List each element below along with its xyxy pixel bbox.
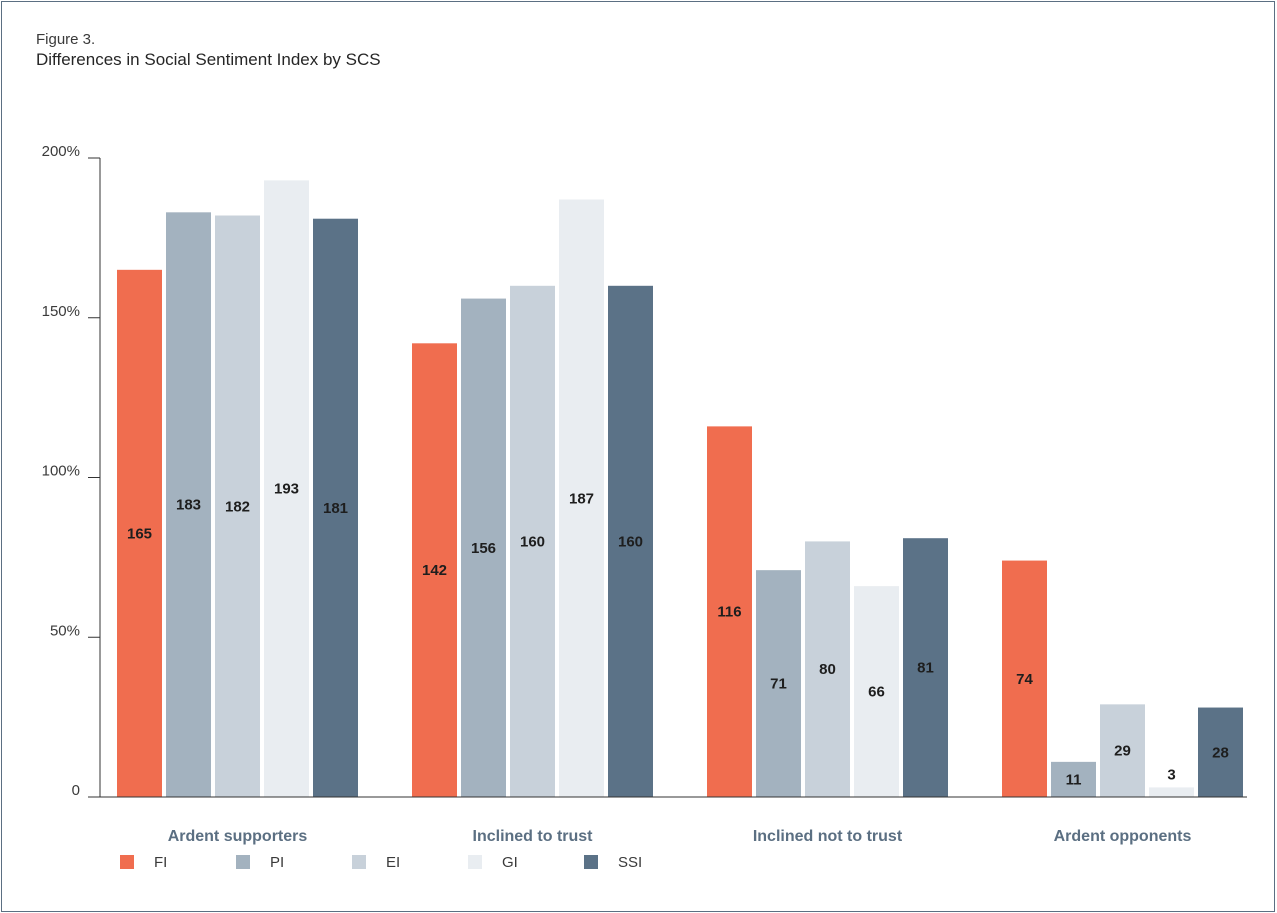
legend-item-pi: PI <box>236 854 352 871</box>
chart-legend: FI PI EI GI SSI <box>120 851 700 873</box>
legend-swatch <box>468 855 482 869</box>
bar-ssi <box>608 285 653 797</box>
bar-fi <box>707 426 752 797</box>
legend-item-ssi: SSI <box>584 854 700 871</box>
data-label: 28 <box>1212 744 1229 761</box>
data-label: 142 <box>422 562 447 579</box>
y-tick-label: 0 <box>72 782 80 799</box>
legend-label: SSI <box>618 853 643 871</box>
legend-item-fi: FI <box>120 854 236 871</box>
data-label: 160 <box>520 533 545 550</box>
x-category-label: Ardent opponents <box>1054 828 1192 845</box>
legend-label: FI <box>154 853 168 871</box>
data-label: 183 <box>176 497 201 514</box>
y-tick-label: 50% <box>50 622 80 639</box>
bar-gi <box>1149 787 1194 797</box>
data-label: 156 <box>471 540 496 557</box>
data-label: 74 <box>1016 671 1033 688</box>
bar-ssi <box>1198 707 1243 797</box>
figure-label: Figure 3. <box>36 31 96 48</box>
bar-fi <box>117 269 162 797</box>
bar-pi <box>461 298 506 797</box>
bar-fi <box>1002 560 1047 797</box>
data-label: 81 <box>917 660 934 677</box>
legend-item-ei: EI <box>352 854 468 871</box>
data-label: 29 <box>1114 743 1131 760</box>
legend-label: GI <box>502 853 518 871</box>
data-label: 165 <box>127 525 152 542</box>
data-label: 116 <box>717 604 741 621</box>
y-tick-label: 200% <box>42 143 80 160</box>
legend-swatch <box>120 855 134 869</box>
y-tick-label: 100% <box>42 463 80 480</box>
bar-gi <box>854 586 899 797</box>
x-category-label: Inclined to trust <box>473 828 594 845</box>
legend-item-gi: GI <box>468 854 584 871</box>
data-label: 160 <box>618 533 643 550</box>
bar-ei <box>510 285 555 797</box>
data-label: 193 <box>274 481 299 498</box>
legend-label: PI <box>270 853 285 871</box>
data-label: 3 <box>1167 766 1175 783</box>
bar-pi <box>1051 761 1096 797</box>
y-tick-label: 150% <box>42 303 80 320</box>
data-label: 66 <box>868 684 885 701</box>
x-category-label: Ardent supporters <box>168 828 308 845</box>
legend-swatch <box>584 855 598 869</box>
bar-ei <box>805 541 850 797</box>
data-label: 187 <box>569 490 594 507</box>
bar-ei <box>1100 704 1145 797</box>
legend-label: EI <box>386 853 401 871</box>
bar-ssi <box>903 538 948 797</box>
data-label: 182 <box>225 498 250 515</box>
data-label: 80 <box>819 661 836 678</box>
data-label: 11 <box>1066 771 1082 788</box>
bar-pi <box>166 212 211 797</box>
bar-ei <box>215 215 260 797</box>
legend-swatch <box>236 855 250 869</box>
data-label: 181 <box>323 500 348 517</box>
legend-swatch <box>352 855 366 869</box>
figure-title: Differences in Social Sentiment Index by… <box>36 50 381 69</box>
bar-pi <box>756 570 801 797</box>
bar-fi <box>412 343 457 797</box>
bar-ssi <box>313 218 358 797</box>
x-category-label: Inclined not to trust <box>753 828 903 845</box>
bar-gi <box>264 180 309 798</box>
bar-gi <box>559 199 604 797</box>
data-label: 71 <box>770 676 787 693</box>
